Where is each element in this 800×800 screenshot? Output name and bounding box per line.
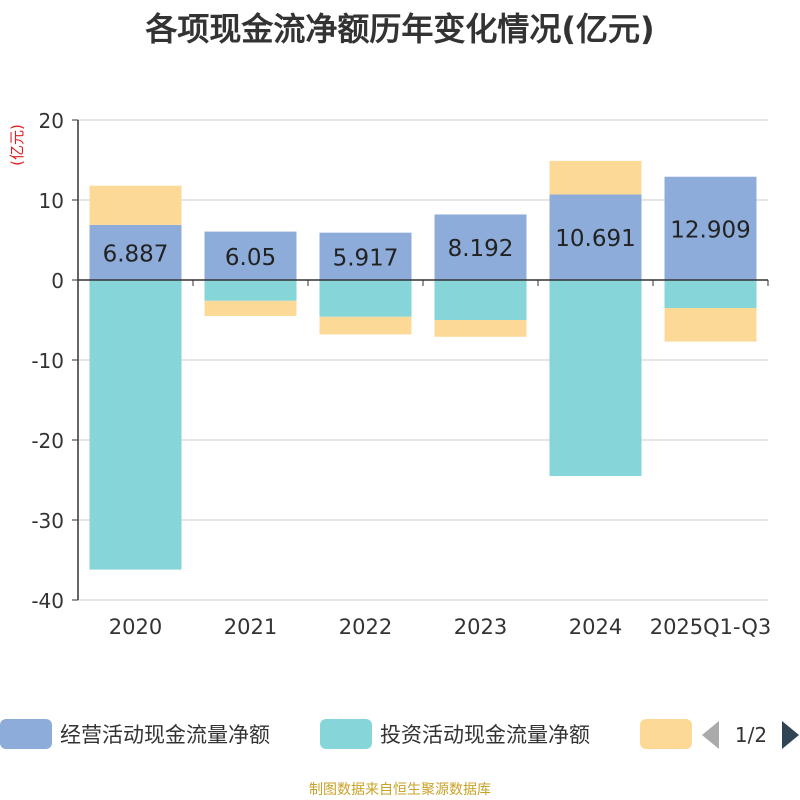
bar-operating (319, 232, 412, 280)
x-tick-label: 2023 (454, 615, 507, 639)
data-label: 5.917 (333, 245, 399, 271)
bar-investing (549, 280, 642, 476)
bar-financing (204, 300, 297, 316)
pager-prev-icon[interactable] (702, 721, 719, 749)
bar-operating (664, 176, 757, 280)
legend-swatch (0, 719, 52, 749)
bar-financing (434, 320, 527, 337)
y-tick-label: 10 (39, 189, 64, 213)
x-tick-label: 2021 (224, 615, 277, 639)
source-footer: 制图数据来自恒生聚源数据库 (309, 782, 491, 798)
y-tick-label: -30 (31, 509, 64, 533)
bar-financing (89, 185, 182, 225)
x-tick-label: 2025Q1-Q3 (650, 615, 772, 639)
pager-next-icon[interactable] (782, 721, 799, 749)
y-axis-label: (亿元) (8, 124, 26, 166)
bar-financing (319, 316, 412, 335)
y-tick-label: -10 (31, 349, 64, 373)
bar-investing (89, 280, 182, 570)
data-label: 6.887 (103, 241, 169, 267)
legend-swatch (640, 719, 692, 749)
x-tick-label: 2020 (109, 615, 162, 639)
data-label: 6.05 (225, 245, 276, 271)
bar-investing (319, 280, 412, 317)
bar-investing (434, 280, 527, 320)
x-tick-label: 2022 (339, 615, 392, 639)
data-label: 10.691 (555, 226, 635, 252)
bar-operating (549, 194, 642, 280)
y-tick-label: -40 (31, 589, 64, 613)
bar-investing (664, 280, 757, 308)
y-tick-label: -20 (31, 429, 64, 453)
legend-label: 经营活动现金流量净额 (60, 723, 270, 747)
bar-operating (89, 224, 182, 280)
chart-title: 各项现金流净额历年变化情况(亿元) (145, 10, 655, 48)
bar-operating (204, 231, 297, 280)
legend-label: 投资活动现金流量净额 (380, 723, 590, 747)
data-label: 12.909 (670, 217, 750, 243)
y-tick-label: 20 (39, 109, 64, 133)
bar-investing (204, 280, 297, 301)
bar-financing (664, 308, 757, 342)
bar-financing (549, 160, 642, 195)
x-tick-label: 2024 (569, 615, 622, 639)
legend-swatch (320, 719, 372, 749)
data-label: 8.192 (448, 236, 514, 262)
bar-operating (434, 214, 527, 280)
y-tick-label: 0 (51, 269, 64, 293)
legend-page-indicator: 1/2 (735, 723, 767, 747)
